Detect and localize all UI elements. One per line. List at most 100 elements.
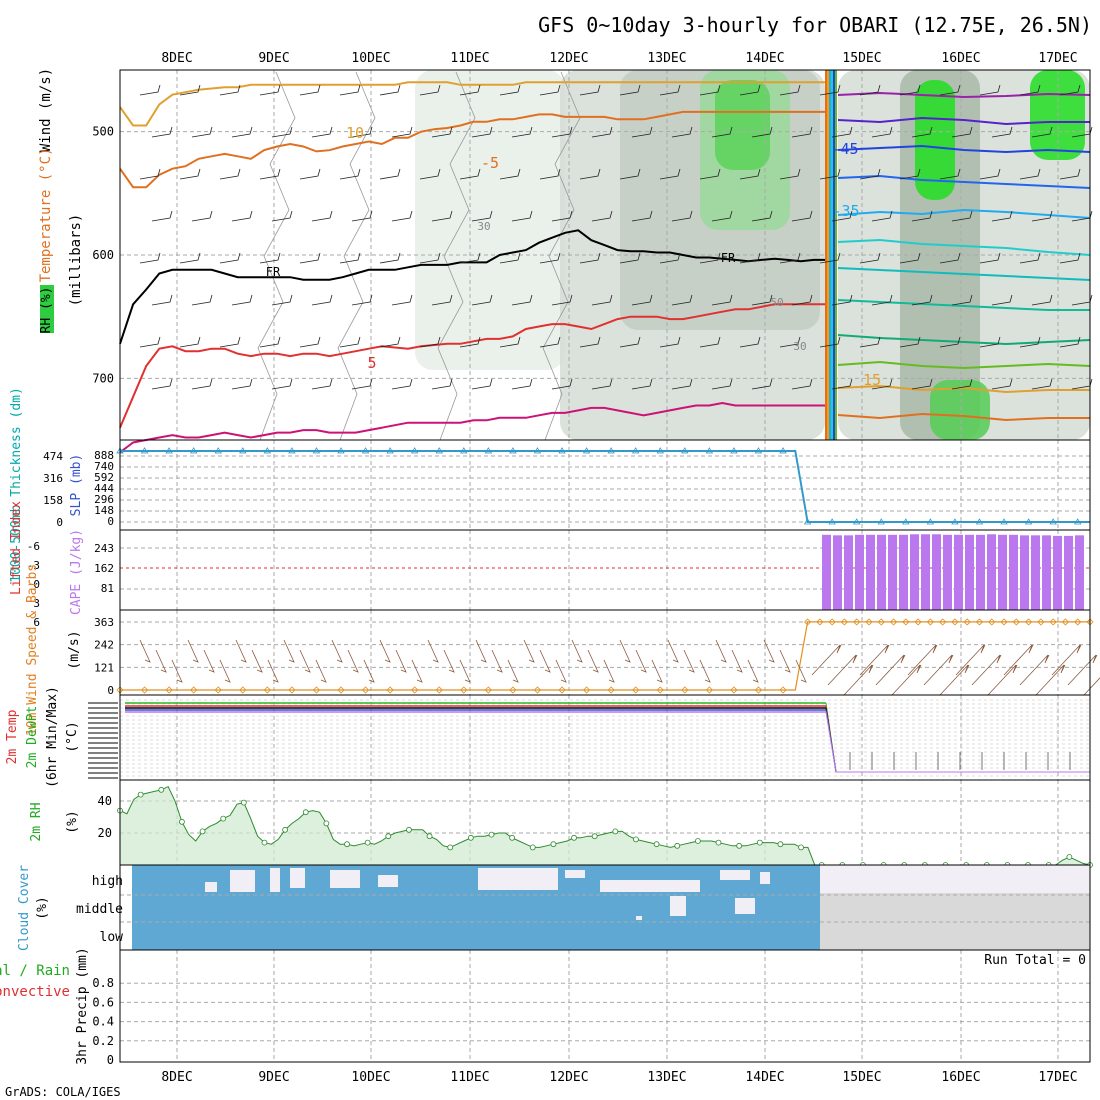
date-label-top: 14DEC bbox=[745, 51, 784, 66]
temp-series-line bbox=[825, 709, 1090, 773]
date-label-top: 12DEC bbox=[549, 51, 588, 66]
wind-barb bbox=[139, 168, 161, 180]
wind-barb bbox=[939, 84, 961, 96]
wind-barb bbox=[511, 126, 533, 138]
wind-barb bbox=[139, 252, 161, 264]
wind-barb-10m bbox=[187, 639, 199, 663]
wind-speed-marker bbox=[730, 686, 738, 694]
wind-barb bbox=[659, 168, 681, 180]
slp-marker bbox=[1024, 518, 1033, 525]
rh2m-marker bbox=[612, 828, 619, 835]
temp2m-axis-label: 2m Temp bbox=[5, 709, 20, 764]
wind-speed-marker bbox=[1000, 618, 1008, 626]
wind-speed-marker bbox=[312, 686, 321, 694]
wind-barb bbox=[219, 168, 241, 180]
cape-bar bbox=[855, 534, 864, 610]
wind-barb bbox=[231, 294, 253, 306]
wind-barb bbox=[619, 168, 641, 180]
rh-axis-label: RH (%) bbox=[39, 287, 54, 334]
temp2m-panel: 2m Temp 2m DewPt (6hr Min/Max) (°C) bbox=[5, 686, 1091, 788]
slp-tick-label: 0 bbox=[107, 515, 114, 528]
rh2m-marker bbox=[385, 833, 392, 840]
slp-marker bbox=[435, 447, 443, 454]
rh2m-axis-label: 2m RH bbox=[29, 802, 44, 841]
wind-barb-10m bbox=[731, 649, 743, 673]
wind-barb bbox=[351, 378, 373, 390]
wind-barb bbox=[179, 252, 201, 264]
wind-barb bbox=[831, 210, 853, 222]
rh-colorbar bbox=[40, 285, 54, 333]
wind-barb bbox=[391, 210, 413, 222]
rh2m-tick-label: 20 bbox=[98, 826, 112, 840]
wind-barb bbox=[471, 210, 493, 222]
slp-marker bbox=[656, 447, 664, 454]
wind-barb bbox=[951, 126, 973, 138]
wind-barb bbox=[311, 378, 333, 390]
wind-barb bbox=[191, 378, 213, 390]
slp-tick-label: 592 bbox=[94, 471, 114, 484]
wind-barb-10m bbox=[491, 649, 503, 673]
date-label-bottom: 9DEC bbox=[258, 1070, 289, 1085]
wind-tick-label: 121 bbox=[94, 661, 114, 674]
wind-speed-marker bbox=[533, 686, 542, 694]
wind-barb bbox=[699, 84, 721, 96]
wind-speed-marker bbox=[460, 686, 468, 694]
wind-barb bbox=[351, 294, 373, 306]
wind-barb-10m bbox=[811, 644, 842, 676]
wind-barb bbox=[351, 210, 373, 222]
wind-barb bbox=[419, 336, 441, 348]
wind10-axis-label: 10m Wind Speed & Barbs bbox=[25, 564, 40, 736]
date-label-top: 10DEC bbox=[351, 51, 390, 66]
wind-barb bbox=[671, 126, 693, 138]
rh-contour-label: 50 bbox=[770, 296, 783, 309]
temp-contour--5 bbox=[119, 110, 827, 189]
wind-barb-10m bbox=[219, 659, 231, 683]
wind-barb bbox=[459, 168, 481, 180]
wind-speed-marker bbox=[116, 686, 124, 694]
slp-tick-label: 740 bbox=[94, 460, 114, 473]
wind-barb bbox=[711, 126, 733, 138]
precip-total-label: Total / Rain bbox=[0, 963, 70, 979]
wind-tick-label: 363 bbox=[94, 616, 114, 629]
date-label-bottom: 16DEC bbox=[941, 1070, 980, 1085]
wind-barb-10m bbox=[507, 659, 519, 683]
precip-convective-label: Convective bbox=[0, 984, 70, 1000]
wind-speed-marker bbox=[963, 618, 971, 626]
thickness-tick-label: 158 bbox=[43, 494, 63, 507]
wind-speed-marker bbox=[239, 686, 247, 694]
wind-speed-marker bbox=[889, 618, 898, 626]
wind-barb bbox=[979, 252, 1001, 264]
wind-speed-marker bbox=[1074, 618, 1082, 626]
wind-barb bbox=[779, 252, 801, 264]
wind-barb bbox=[179, 84, 201, 96]
wind-barb bbox=[699, 336, 721, 348]
slp-marker bbox=[337, 447, 345, 454]
wind-barb bbox=[299, 252, 321, 264]
cape-bar bbox=[833, 535, 842, 610]
wind-barb bbox=[231, 126, 253, 138]
wind-barb bbox=[819, 168, 841, 180]
wind-barb bbox=[339, 336, 361, 348]
wind-barb bbox=[819, 336, 841, 348]
wind-barb-10m bbox=[939, 664, 970, 696]
wind-barb bbox=[311, 294, 333, 306]
cloud-cover-panel: high middle low Cloud Cover (%) bbox=[17, 864, 1091, 951]
wind-barb bbox=[179, 336, 201, 348]
wind-barb-10m bbox=[955, 644, 986, 676]
wind-barb bbox=[419, 84, 441, 96]
wind-barb bbox=[831, 378, 853, 390]
freezing-label: FR bbox=[721, 251, 736, 265]
wind-speed-marker bbox=[828, 618, 836, 626]
wind-barb bbox=[751, 126, 773, 138]
wind-barb bbox=[939, 252, 961, 264]
slp-marker bbox=[509, 447, 517, 454]
wind-barb-10m bbox=[971, 654, 1002, 686]
precip-panel: 0.8 0.6 0.4 0.2 0 Total / Rain Convective 3hr P… bbox=[0, 947, 1091, 1067]
slp-marker bbox=[877, 518, 885, 525]
wind-barb bbox=[271, 294, 293, 306]
cape-bar bbox=[943, 534, 952, 610]
wind-barb-10m bbox=[427, 639, 439, 663]
contour-label: -45 bbox=[831, 140, 858, 158]
cloud-level-label: high bbox=[92, 874, 123, 889]
wind-barb bbox=[139, 336, 161, 348]
